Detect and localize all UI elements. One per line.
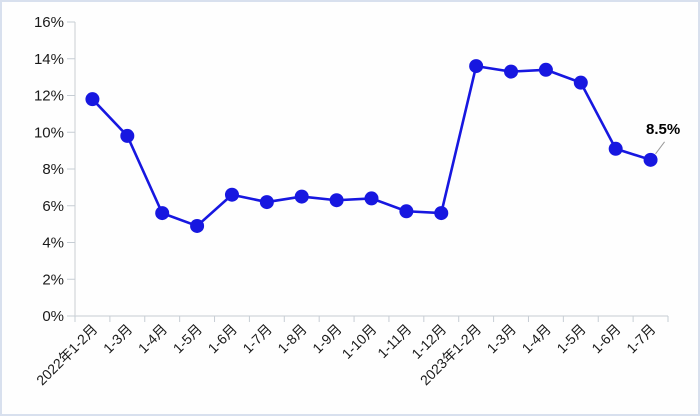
y-axis-label: 14% <box>34 51 64 68</box>
x-axis-label: 1-3月 <box>100 321 136 357</box>
x-axis-label: 1-4月 <box>519 321 555 357</box>
data-point <box>294 189 309 204</box>
data-point <box>504 64 519 79</box>
x-axis-label: 1-7月 <box>239 321 275 357</box>
data-point <box>190 218 205 233</box>
data-point <box>469 59 484 74</box>
x-axis-label: 1-11月 <box>374 321 414 361</box>
y-axis-label: 8% <box>42 161 64 178</box>
data-point <box>329 193 344 208</box>
data-point <box>224 187 239 202</box>
data-point <box>573 75 588 90</box>
y-axis-label: 10% <box>34 124 64 141</box>
x-axis-label: 2022年1-2月 <box>33 321 100 388</box>
data-point <box>608 141 623 156</box>
data-point <box>399 204 414 219</box>
x-axis-label: 1-6月 <box>588 321 624 357</box>
y-axis-label: 16% <box>34 14 64 31</box>
x-axis-label: 1-3月 <box>484 321 520 357</box>
x-axis-label: 1-4月 <box>135 321 171 357</box>
data-point <box>643 152 658 167</box>
x-axis-label: 1-5月 <box>170 321 206 357</box>
data-point <box>120 128 135 143</box>
y-axis-label: 2% <box>42 271 64 288</box>
x-axis-label: 1-7月 <box>623 321 659 357</box>
x-axis-label: 1-6月 <box>205 321 241 357</box>
y-axis-label: 6% <box>42 198 64 215</box>
data-point <box>155 206 170 221</box>
x-axis-label: 1-5月 <box>553 321 589 357</box>
data-point <box>434 206 449 221</box>
data-point <box>259 195 274 210</box>
x-axis-label: 1-10月 <box>339 321 380 362</box>
data-point <box>85 92 100 107</box>
y-axis-label: 0% <box>42 308 64 325</box>
data-point <box>538 62 553 77</box>
y-axis-label: 4% <box>42 235 64 252</box>
last-point-annotation: 8.5% <box>646 121 681 138</box>
annotation-leader-line <box>655 141 665 155</box>
data-point <box>364 191 379 206</box>
y-axis-label: 12% <box>34 88 64 105</box>
x-axis-label: 1-8月 <box>274 321 310 357</box>
